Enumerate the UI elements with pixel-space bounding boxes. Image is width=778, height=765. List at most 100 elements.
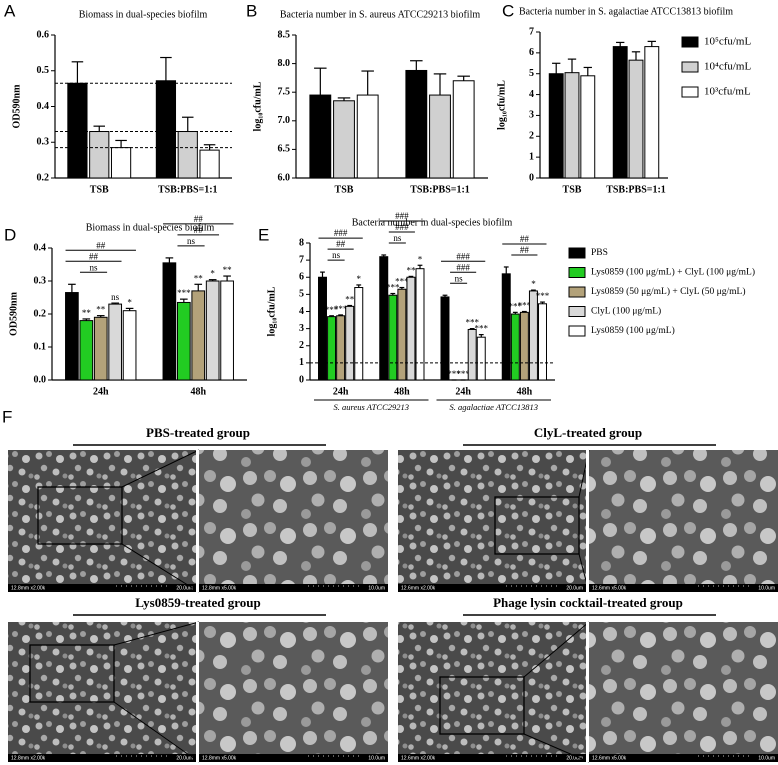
significance-label: ** — [82, 308, 92, 318]
bar — [528, 290, 538, 381]
y-tick-label: 0.4 — [34, 242, 47, 253]
y-tick-label: 1 — [299, 357, 304, 368]
image-scale: 20.0um — [176, 585, 193, 591]
y-tick-label: 5 — [299, 289, 304, 300]
comparison-label: ns — [187, 236, 196, 246]
image-scale: 10.0um — [368, 585, 385, 591]
image-info: 12.6mm x5.00k — [592, 585, 627, 591]
image-info: 12.6mm x2.00k — [401, 755, 436, 761]
image-info: 12.8mm x2.00k — [11, 585, 46, 591]
significance-label: * — [210, 269, 215, 279]
significance-label: *** — [386, 283, 400, 293]
image-scale: 20.0um — [566, 585, 583, 591]
x-tick-label: TSB — [563, 184, 582, 195]
panel-label: F — [2, 407, 12, 426]
caption-strip — [8, 584, 196, 592]
bar — [379, 256, 389, 381]
image-info: 12.6mm x5.00k — [592, 755, 627, 761]
y-tick-label: 2 — [299, 340, 304, 351]
legend-swatch — [681, 61, 699, 73]
bar — [354, 287, 364, 381]
y-tick-label: 4 — [299, 306, 304, 317]
legend-label: ClyL (100 μg/mL) — [591, 306, 661, 317]
significance-label: * — [357, 274, 362, 284]
comparison-label: ## — [194, 225, 204, 235]
y-tick-label: 6 — [529, 47, 534, 58]
bar — [519, 311, 529, 381]
caption-strip — [199, 584, 388, 592]
y-tick-label: 3 — [299, 323, 304, 334]
bar — [356, 94, 379, 179]
zoom-box — [37, 486, 123, 545]
y-tick-label: 5 — [529, 68, 534, 79]
legend-swatch — [568, 247, 586, 259]
y-axis-label: log₁₀cfu/mL — [252, 81, 263, 131]
bar — [564, 72, 580, 179]
legend-label: 10⁴cfu/mL — [704, 61, 751, 73]
bar — [501, 273, 511, 381]
image-info: 12.8mm x5.00k — [202, 755, 237, 761]
comparison-label: ### — [334, 228, 348, 238]
y-tick-label: 1 — [529, 151, 534, 162]
bar — [93, 316, 108, 381]
zoom-box — [29, 644, 115, 703]
y-tick-label: 8.0 — [278, 58, 291, 69]
panel-label: D — [4, 225, 16, 244]
bar — [318, 276, 327, 381]
significance-label: *** — [334, 304, 348, 314]
x-tick-label: TSB:PBS=1:1 — [410, 184, 470, 195]
caption-strip — [398, 584, 586, 592]
sem-image — [589, 622, 778, 762]
y-tick-label: 0.3 — [37, 137, 50, 148]
image-scale: 10.0um — [368, 755, 385, 761]
legend-swatch — [681, 36, 699, 48]
zoom-box — [494, 496, 580, 555]
significance-label: *** — [475, 324, 489, 334]
caption-strip — [589, 584, 778, 592]
bar — [108, 303, 123, 381]
y-tick-label: 6.0 — [278, 172, 291, 183]
significance-label: *** — [536, 291, 550, 301]
significance-label: *** — [465, 318, 479, 328]
bar — [538, 303, 547, 381]
y-tick-label: 7 — [299, 254, 304, 265]
image-info: 12.8mm x2.00k — [11, 755, 46, 761]
legend-label: PBS — [591, 248, 608, 258]
y-axis-label: log₁₀cfu/mL — [266, 286, 277, 336]
legend-swatch — [681, 86, 699, 98]
bar — [510, 313, 520, 381]
y-tick-label: 6.5 — [278, 144, 291, 155]
bar — [89, 131, 110, 179]
comparison-label: ## — [520, 234, 530, 244]
x-tick-label: 24h — [455, 386, 471, 397]
zoom-line — [113, 701, 200, 763]
chart-title: Bacteria number in dual-species biofilm — [352, 217, 513, 228]
legend-label: Lys0859 (100 μg/mL) + ClyL (100 μg/mL) — [591, 267, 755, 278]
bar — [191, 290, 206, 381]
bar — [205, 280, 220, 381]
y-axis-label: OD590nm — [8, 291, 19, 336]
sem-image — [589, 450, 778, 592]
significance-label: ** — [96, 305, 106, 315]
comparison-label: ## — [194, 214, 204, 224]
bar — [122, 310, 137, 381]
comparison-label: ns — [455, 273, 464, 283]
caption-strip — [589, 754, 778, 762]
bar — [220, 280, 234, 381]
bar — [327, 316, 337, 381]
significance-label: * — [418, 254, 423, 264]
sem-image — [8, 450, 196, 592]
caption-strip — [8, 754, 196, 762]
comparison-label: ns — [90, 262, 99, 272]
x-tick-label: 24h — [93, 386, 109, 397]
comparison-label: ns — [332, 250, 341, 260]
bar — [429, 94, 451, 179]
zoom-line — [121, 449, 200, 488]
bar — [644, 46, 660, 179]
y-tick-label: 0.5 — [37, 65, 50, 76]
legend-label: 10³cfu/mL — [704, 86, 751, 98]
significance-label: *** — [447, 369, 461, 379]
bar — [440, 296, 450, 381]
y-tick-label: 0 — [299, 374, 304, 385]
bar — [162, 262, 177, 381]
